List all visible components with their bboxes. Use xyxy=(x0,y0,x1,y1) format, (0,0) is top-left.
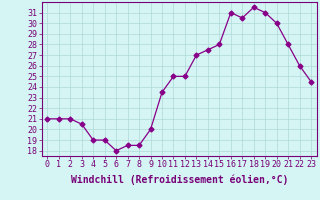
X-axis label: Windchill (Refroidissement éolien,°C): Windchill (Refroidissement éolien,°C) xyxy=(70,175,288,185)
